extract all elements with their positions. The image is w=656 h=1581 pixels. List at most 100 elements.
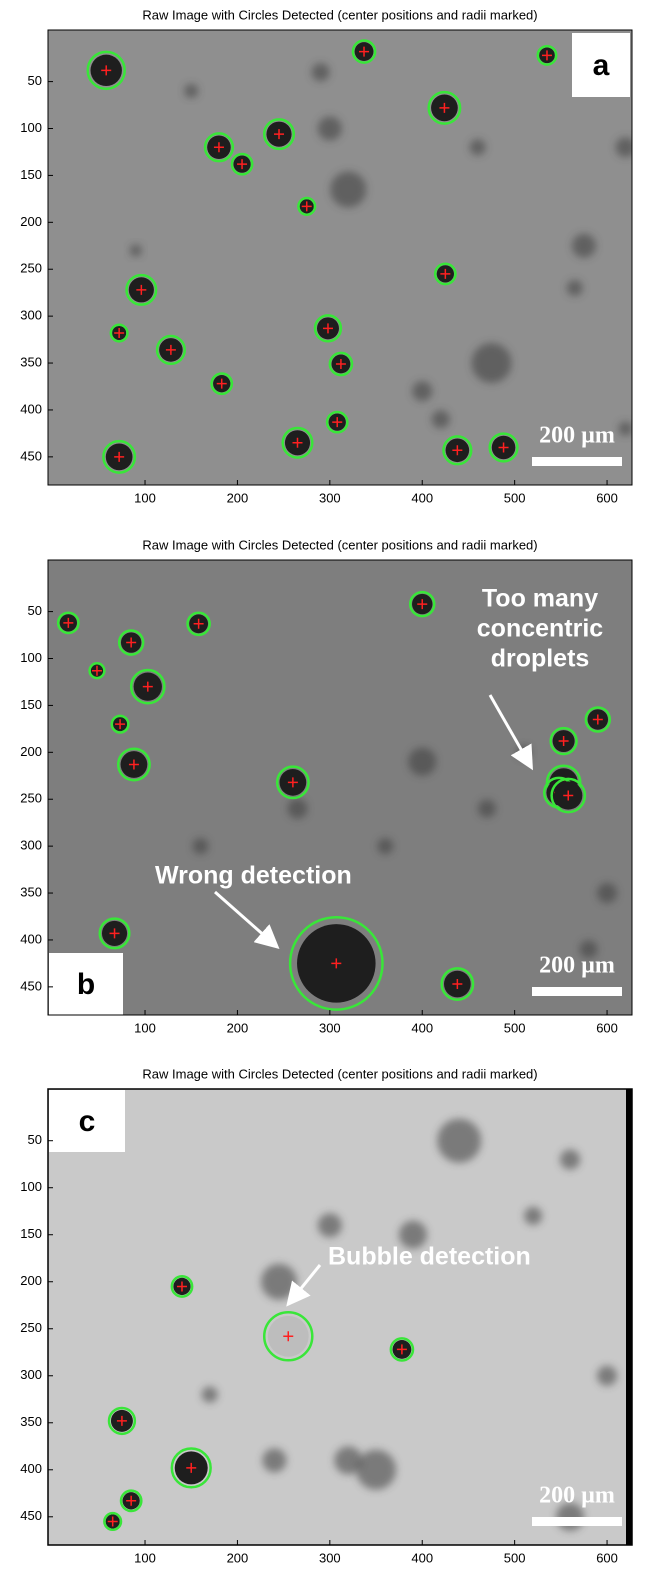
y-tick-label: 50 xyxy=(28,73,42,88)
center-marker xyxy=(498,442,509,453)
background-droplet xyxy=(311,63,330,82)
x-tick-label: 400 xyxy=(411,490,433,505)
y-tick-label: 100 xyxy=(20,650,42,665)
background-droplet xyxy=(377,838,394,855)
panel-title: Raw Image with Circles Detected (center … xyxy=(142,7,537,22)
center-marker xyxy=(592,714,603,725)
y-tick-label: 350 xyxy=(20,354,42,369)
x-tick-label: 200 xyxy=(227,1020,249,1035)
y-tick-label: 200 xyxy=(20,214,42,229)
background-droplet xyxy=(287,798,308,819)
background-droplet xyxy=(524,1206,543,1225)
background-droplet xyxy=(356,1449,397,1490)
detected-circle xyxy=(98,917,131,950)
center-marker xyxy=(114,328,125,339)
y-tick-label: 250 xyxy=(20,261,42,276)
background-droplet xyxy=(597,1365,618,1386)
background-droplet xyxy=(317,1213,342,1238)
detected-circle xyxy=(297,196,317,216)
annotation: droplets xyxy=(491,645,590,673)
panel: Raw Image with Circles Detected (center … xyxy=(20,1066,633,1565)
background-droplet xyxy=(566,279,583,296)
panel-title: Raw Image with Circles Detected (center … xyxy=(142,537,537,552)
annotation-arrow xyxy=(286,1264,322,1307)
center-marker xyxy=(237,159,248,170)
background-droplet xyxy=(399,1220,427,1249)
panel-label-box xyxy=(49,953,123,1015)
center-marker xyxy=(322,323,333,334)
detected-circle xyxy=(433,262,457,286)
detected-circle xyxy=(119,1489,143,1513)
x-tick-label: 500 xyxy=(504,1550,526,1565)
detected-circle xyxy=(186,611,211,637)
background-droplet xyxy=(261,1263,298,1300)
x-tick-label: 200 xyxy=(227,490,249,505)
scale-bar-label: 200 µm xyxy=(539,423,615,449)
center-marker xyxy=(216,378,227,389)
y-tick-label: 100 xyxy=(20,1179,42,1194)
detected-circle xyxy=(155,334,187,366)
y-tick-label: 150 xyxy=(20,1226,42,1241)
y-tick-label: 350 xyxy=(20,1414,42,1429)
y-tick-label: 250 xyxy=(20,1320,42,1335)
detected-circle xyxy=(109,323,129,343)
x-tick-label: 400 xyxy=(411,1020,433,1035)
y-tick-label: 300 xyxy=(20,838,42,853)
center-marker xyxy=(292,437,303,448)
background-droplet xyxy=(334,1446,363,1475)
y-tick-label: 450 xyxy=(20,448,42,463)
center-marker xyxy=(359,46,370,57)
center-marker xyxy=(128,759,139,770)
center-marker xyxy=(126,637,137,648)
background-droplet xyxy=(192,838,209,855)
background-droplet xyxy=(408,747,437,776)
center-marker xyxy=(136,284,147,295)
background-droplet xyxy=(469,139,486,156)
center-marker xyxy=(439,102,450,113)
center-marker xyxy=(165,344,176,355)
background-droplet xyxy=(262,1448,287,1473)
center-marker xyxy=(114,451,125,462)
detected-circle xyxy=(203,132,235,163)
center-marker xyxy=(452,445,463,456)
center-marker xyxy=(186,1462,197,1473)
center-marker xyxy=(440,268,451,279)
background-droplet xyxy=(477,799,496,818)
background-droplet xyxy=(618,421,632,436)
background-droplet xyxy=(437,1118,482,1163)
background-droplet xyxy=(129,244,142,257)
x-tick-label: 100 xyxy=(134,490,156,505)
annotation: Too many xyxy=(482,585,598,613)
detected-circle xyxy=(107,1406,137,1436)
x-tick-label: 300 xyxy=(319,1020,341,1035)
background-droplet xyxy=(597,883,618,904)
detected-circle xyxy=(103,1511,123,1532)
center-marker xyxy=(91,665,102,676)
center-marker xyxy=(101,65,112,76)
center-marker xyxy=(116,1415,127,1426)
panel-label: a xyxy=(593,49,610,82)
x-tick-label: 600 xyxy=(596,490,618,505)
detected-circle xyxy=(170,1275,194,1298)
scale-bar xyxy=(532,457,622,466)
center-marker xyxy=(558,736,569,747)
y-tick-label: 250 xyxy=(20,791,42,806)
y-tick-label: 100 xyxy=(20,120,42,135)
y-tick-label: 450 xyxy=(20,978,42,993)
panel-title: Raw Image with Circles Detected (center … xyxy=(142,1066,537,1081)
panel-label-box xyxy=(49,1090,125,1152)
image-background xyxy=(48,30,632,485)
image-area xyxy=(48,30,632,485)
y-tick-label: 200 xyxy=(20,744,42,759)
detected-circle xyxy=(536,44,558,66)
x-tick-label: 300 xyxy=(319,1550,341,1565)
detected-circle xyxy=(325,410,349,434)
center-marker xyxy=(563,790,574,801)
detected-circle xyxy=(210,372,234,396)
background-droplet xyxy=(560,1149,581,1170)
detected-circle xyxy=(549,726,578,756)
detected-circle xyxy=(230,152,254,176)
panel-label: c xyxy=(79,1105,96,1138)
detected-circle xyxy=(328,351,354,377)
